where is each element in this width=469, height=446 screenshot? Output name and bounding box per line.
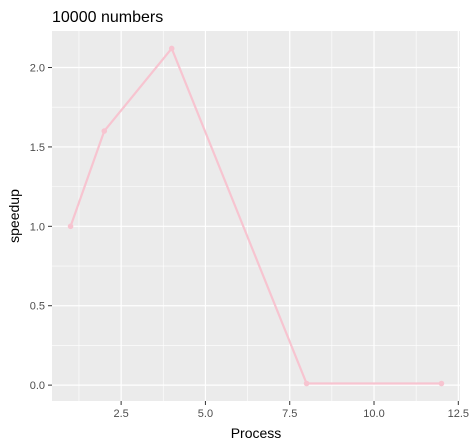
x-tick-label: 5.0 [198, 408, 213, 420]
chart-title: 10000 numbers [52, 9, 163, 26]
x-tick-label: 7.5 [282, 408, 297, 420]
y-tick-label: 1.5 [30, 142, 45, 154]
x-axis-title: Process [231, 425, 282, 441]
x-tick-label: 12.5 [448, 408, 469, 420]
series-layer [67, 45, 445, 387]
y-tick-label: 1.0 [30, 221, 45, 233]
data-point [303, 380, 310, 387]
minor-gridlines [52, 31, 460, 401]
y-tick-label: 0.5 [30, 301, 45, 313]
x-tick-label: 2.5 [113, 408, 128, 420]
data-point [168, 45, 175, 52]
data-point [438, 380, 445, 387]
y-tick-label: 2.0 [30, 63, 45, 75]
major-gridlines [52, 31, 460, 401]
data-point [67, 223, 74, 230]
y-axis-ticks: 0.0 0.5 1.0 1.5 2.0 [30, 63, 52, 392]
x-axis-ticks: 2.5 5.0 7.5 10.0 12.5 [113, 401, 469, 420]
y-axis-title: speedup [6, 189, 22, 243]
x-tick-label: 10.0 [363, 408, 384, 420]
data-point [101, 128, 108, 134]
plot-panel [52, 31, 460, 401]
y-tick-label: 0.0 [30, 380, 45, 392]
